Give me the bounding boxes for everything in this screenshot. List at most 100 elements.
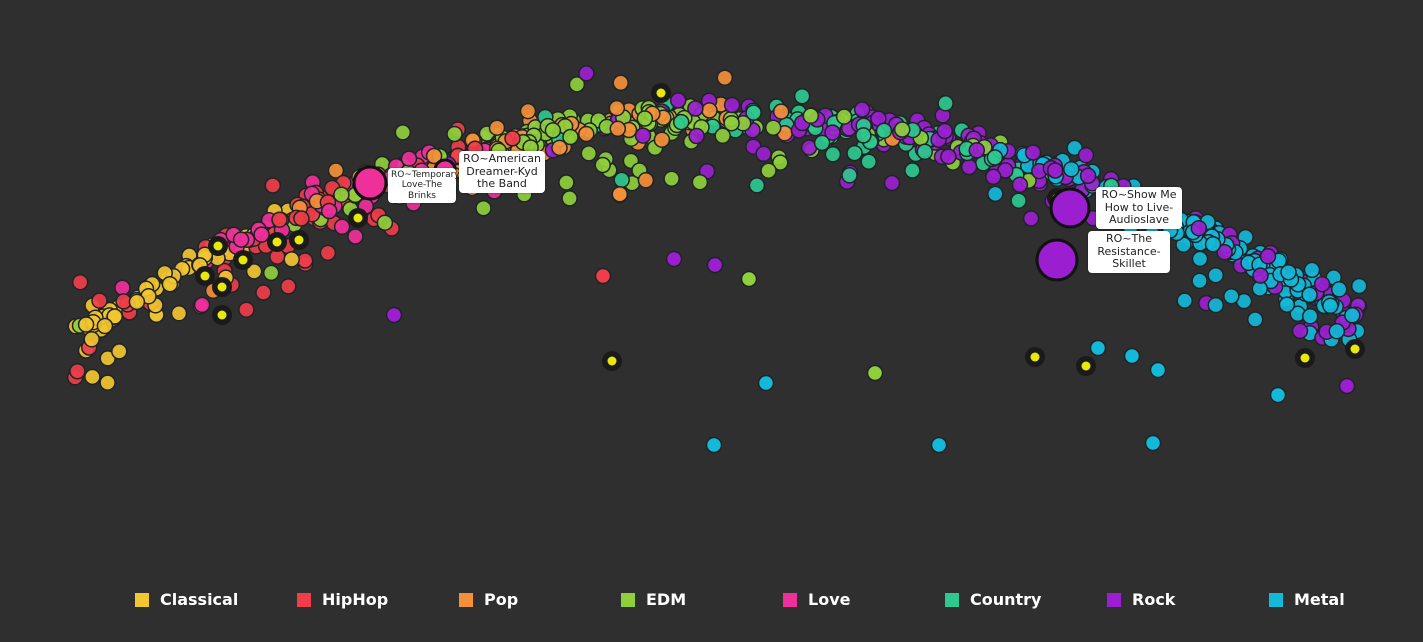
data-point-edm [772, 154, 789, 171]
highlighted-point-dot [217, 310, 227, 320]
legend-item-hiphop[interactable]: HipHop [297, 590, 388, 609]
data-point-edm [802, 107, 820, 125]
data-point-rock [1259, 248, 1277, 265]
data-point-love [347, 228, 364, 245]
legend-label: Country [970, 590, 1042, 609]
legend-swatch-edm [621, 592, 635, 607]
legend-item-country[interactable]: Country [945, 590, 1041, 609]
data-point-rock [824, 124, 841, 141]
data-point-pop [578, 125, 595, 143]
legend-swatch-classical [135, 592, 149, 607]
highlighted-point-dot [213, 241, 223, 251]
data-point-country [860, 153, 877, 170]
tooltip-the-resistance: RO~The Resistance-Skillet [1088, 231, 1170, 273]
tooltip-show-me-how-to-live: RO~Show Me How to Live-Audioslave [1096, 187, 1182, 229]
legend-item-edm[interactable]: EDM [621, 590, 686, 609]
data-point-classical [283, 251, 300, 268]
data-point-edm [568, 76, 586, 93]
data-point-metal [1330, 281, 1348, 298]
legend-swatch-pop [459, 592, 473, 607]
data-point-pop [327, 162, 345, 179]
legend-label: Classical [160, 590, 239, 609]
data-point-rock [1077, 146, 1095, 164]
data-point-metal [1278, 296, 1296, 313]
data-point-love [400, 150, 418, 167]
data-point-metal [705, 436, 723, 454]
data-point-rock [634, 127, 652, 144]
data-point-love [114, 279, 131, 296]
data-point-hiphop [238, 301, 255, 318]
data-point-hiphop [594, 267, 612, 285]
legend-item-metal[interactable]: Metal [1269, 590, 1345, 609]
data-point-rock [1338, 377, 1356, 395]
data-point-rock [853, 101, 871, 118]
data-point-classical [83, 331, 100, 348]
legend-swatch-hiphop [297, 592, 311, 607]
highlighted-point-dot [200, 271, 210, 281]
data-point-metal [1350, 277, 1368, 295]
data-point-edm [580, 145, 598, 162]
data-point-country [916, 143, 934, 161]
data-point-classical [99, 374, 116, 391]
data-point-edm [893, 121, 911, 138]
data-point-country [855, 127, 872, 144]
data-point-pop [772, 103, 790, 120]
data-point-metal [1207, 266, 1224, 284]
data-point-pop [612, 74, 629, 92]
tooltip-american-dreamer: RO~American Dreamer-Kyd the Band [459, 151, 545, 193]
data-point-hiphop [69, 362, 86, 380]
legend-item-pop[interactable]: Pop [459, 590, 518, 609]
data-point-metal [1144, 434, 1162, 452]
legend-item-classical[interactable]: Classical [135, 590, 238, 609]
data-point-metal [1344, 307, 1361, 324]
data-point-hiphop [293, 210, 310, 227]
data-point-metal [1149, 361, 1167, 379]
data-point-edm [544, 122, 562, 139]
data-point-love [320, 202, 338, 220]
data-point-edm [594, 156, 611, 174]
data-point-rock [960, 158, 978, 176]
data-point-metal [1223, 287, 1240, 305]
data-point-hiphop [271, 211, 288, 228]
data-point-metal [1280, 263, 1297, 281]
data-point-rock [706, 256, 724, 274]
highlighted-point-dot [272, 237, 282, 247]
data-point-country [937, 95, 954, 112]
legend-swatch-love [783, 592, 797, 607]
data-point-rock [578, 65, 595, 82]
data-point-rock [1291, 322, 1309, 340]
data-point-rock [985, 168, 1002, 186]
highlighted-point-dot [238, 255, 248, 265]
highlighted-point-dot [1081, 361, 1091, 371]
legend-label: HipHop [322, 590, 389, 609]
highlighted-point-dot [353, 213, 363, 223]
data-point-rock [1024, 144, 1042, 161]
legend-label: Metal [1294, 590, 1345, 609]
data-point-classical [111, 343, 128, 360]
data-point-hiphop [91, 292, 108, 309]
legend-item-love[interactable]: Love [783, 590, 850, 609]
data-point-country [875, 122, 893, 139]
legend: Classical HipHop Pop EDM Love Country Ro… [0, 590, 1423, 620]
data-point-classical [170, 305, 188, 322]
data-point-edm [333, 186, 350, 203]
data-point-hiphop [264, 177, 282, 194]
data-point-rock [755, 145, 772, 163]
data-point-classical [161, 275, 179, 293]
data-point-metal [1328, 322, 1346, 340]
data-point-country [748, 177, 766, 194]
legend-item-rock[interactable]: Rock [1107, 590, 1175, 609]
legend-swatch-rock [1107, 592, 1121, 607]
data-point-edm [446, 125, 463, 143]
data-point-rock [883, 174, 901, 192]
labeled-point [1035, 238, 1079, 282]
data-point-love [253, 226, 270, 243]
legend-label: Love [808, 590, 851, 609]
data-point-edm [764, 119, 782, 136]
data-point-metal [1322, 297, 1339, 315]
data-point-country [793, 87, 811, 105]
data-point-edm [636, 110, 654, 127]
legend-label: EDM [646, 590, 687, 609]
data-point-edm [561, 190, 578, 207]
data-point-love [333, 218, 351, 236]
